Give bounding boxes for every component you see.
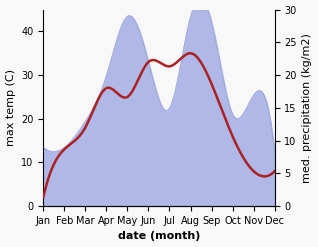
- Y-axis label: med. precipitation (kg/m2): med. precipitation (kg/m2): [302, 33, 313, 183]
- Y-axis label: max temp (C): max temp (C): [5, 69, 16, 146]
- X-axis label: date (month): date (month): [118, 231, 200, 242]
